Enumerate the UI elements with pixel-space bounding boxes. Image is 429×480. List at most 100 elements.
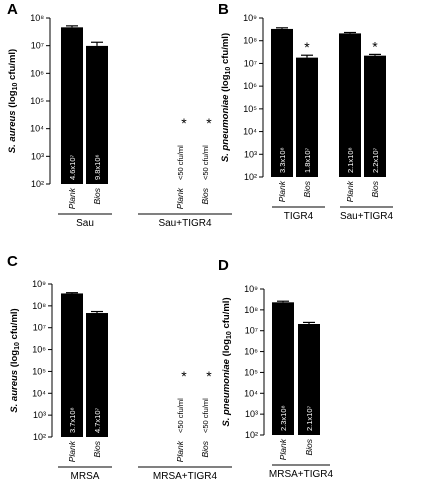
- bar: [272, 302, 294, 435]
- y-tick-label: 10⁹: [243, 13, 257, 23]
- panel-b: B 10² 10³ 10⁴ 10⁵ 10⁶ 10⁷ 10⁸ 10⁹ S. pneumoniae (…: [218, 1, 393, 222]
- y-tick-label: 10²: [244, 172, 257, 182]
- bar-value-label: <50 cfu/ml: [176, 145, 185, 180]
- y-axis-sub: 10: [12, 82, 19, 90]
- y-tick-label: 10⁶: [244, 347, 258, 357]
- bar: [339, 33, 361, 177]
- bar-value-label: 2.2x10⁷: [371, 147, 380, 173]
- y-axis-sub: 10: [14, 342, 21, 350]
- y-tick-label: 10⁴: [30, 124, 44, 134]
- category-label: Bios: [370, 180, 380, 197]
- category-label: Plank: [67, 440, 77, 462]
- y-axis-title: S. aureus (log10 cfu/ml): [7, 49, 19, 153]
- y-tick-label: 10²: [33, 432, 46, 442]
- bar-value-label: 3.3x10⁸: [278, 147, 287, 173]
- category-label: Plank: [345, 180, 355, 202]
- bar-value-label: 4.6x10⁷: [68, 154, 77, 180]
- significance-star: *: [181, 368, 187, 384]
- bar-value-label: 2.1x10⁸: [346, 147, 355, 173]
- group-label: MRSA: [71, 471, 100, 480]
- category-label: Bios: [200, 440, 210, 457]
- y-tick-label: 10⁶: [32, 345, 46, 355]
- y-tick-label: 10³: [244, 149, 257, 159]
- y-axis-title: S. aureus (log10 cfu/ml): [9, 308, 21, 412]
- y-tick-label: 10⁵: [244, 367, 258, 377]
- y-tick-label: 10⁹: [244, 284, 258, 294]
- y-axis-species: S. aureus: [9, 370, 20, 413]
- y-axis-title: S. pneumoniae (log10 cfu/ml): [220, 33, 232, 162]
- group-label: Sau: [76, 218, 94, 229]
- y-axis-unit-tail: cfu/ml): [9, 308, 20, 342]
- category-label: Bios: [92, 440, 102, 457]
- group-label: Sau+TIGR4: [158, 218, 212, 229]
- y-tick-label: 10⁴: [243, 127, 257, 137]
- bar-value-label: 2.1x10⁷: [305, 405, 314, 431]
- y-axis-title: S. pneumoniae (log10 cfu/ml): [221, 297, 233, 426]
- category-label: Bios: [200, 187, 210, 204]
- y-axis-unit: (log: [7, 90, 18, 110]
- bar: [296, 57, 318, 178]
- y-tick-label: 10⁷: [33, 323, 46, 333]
- bar: [298, 323, 320, 435]
- y-tick-label: 10²: [245, 430, 258, 440]
- category-label: Bios: [302, 180, 312, 197]
- bar-value-label: 4.7x10⁷: [93, 407, 102, 433]
- y-tick-label: 10⁶: [243, 81, 257, 91]
- y-tick-label: 10⁸: [32, 301, 46, 311]
- y-tick-label: 10⁸: [243, 36, 257, 46]
- significance-star: *: [372, 38, 378, 54]
- y-tick-label: 10⁴: [244, 388, 258, 398]
- significance-star: *: [304, 39, 310, 55]
- panel-letter: D: [218, 257, 229, 274]
- bar-value-label: 9.8x10⁶: [93, 154, 102, 180]
- y-tick-label: 10⁵: [30, 96, 44, 106]
- bar: [61, 27, 83, 184]
- bar: [61, 293, 83, 437]
- panel-letter: A: [7, 1, 18, 18]
- y-tick-label: 10⁸: [244, 305, 258, 315]
- significance-star: *: [181, 115, 187, 131]
- significance-star: *: [206, 115, 212, 131]
- y-axis-sub: 10: [226, 331, 233, 339]
- y-tick-label: 10⁵: [243, 104, 257, 114]
- y-axis-unit: (log: [220, 74, 231, 94]
- category-label: Plank: [175, 440, 185, 462]
- y-axis-unit: (log: [221, 339, 232, 359]
- y-tick-label: 10⁸: [30, 13, 44, 23]
- y-axis-unit-tail: cfu/ml): [7, 49, 18, 83]
- y-axis-sub: 10: [225, 67, 232, 75]
- y-tick-label: 10⁹: [32, 279, 46, 289]
- y-tick-label: 10⁶: [30, 68, 44, 78]
- bar: [271, 28, 293, 177]
- group-label: Sau+TIGR4: [340, 211, 394, 222]
- y-axis-unit-tail: cfu/ml): [221, 297, 232, 331]
- y-axis-species: S. pneumoniae: [221, 358, 232, 426]
- y-tick-label: 10⁷: [245, 326, 258, 336]
- y-tick-label: 10⁵: [32, 366, 46, 376]
- bar-value-label: 2.3x10⁸: [279, 405, 288, 431]
- y-tick-label: 10³: [33, 410, 46, 420]
- category-label: Plank: [277, 180, 287, 202]
- category-label: Bios: [304, 438, 314, 455]
- y-tick-label: 10⁷: [244, 58, 257, 68]
- category-label: Plank: [175, 187, 185, 209]
- bar-value-label: <50 cfu/ml: [176, 398, 185, 433]
- y-axis-species: S. aureus: [7, 110, 18, 153]
- y-tick-label: 10³: [31, 151, 44, 161]
- y-tick-label: 10³: [245, 409, 258, 419]
- category-label: Plank: [67, 187, 77, 209]
- category-label: Plank: [278, 438, 288, 460]
- bar: [86, 45, 108, 185]
- panel-letter: B: [218, 1, 229, 18]
- category-label: Bios: [92, 187, 102, 204]
- y-tick-label: 10⁷: [31, 41, 44, 51]
- group-label: MRSA+TIGR4: [269, 469, 334, 480]
- group-label: MRSA+TIGR4: [153, 471, 218, 480]
- y-tick-label: 10²: [31, 179, 44, 189]
- bar-value-label: <50 cfu/ml: [201, 398, 210, 433]
- bar: [86, 313, 108, 437]
- bar: [364, 55, 386, 178]
